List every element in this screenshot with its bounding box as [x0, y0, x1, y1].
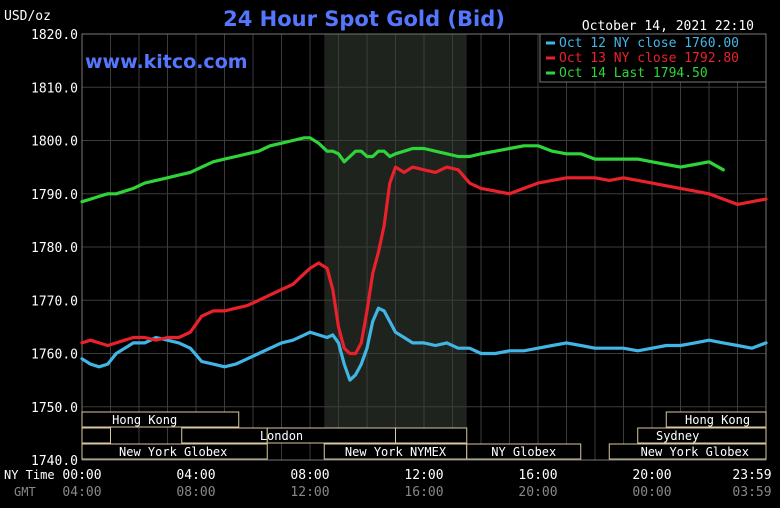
x-tick-label-gmt: 16:00 — [404, 485, 443, 500]
session-label: New York NYMEX — [345, 445, 447, 459]
y-tick-label: 1780.0 — [31, 241, 78, 256]
x-tick-label-ny: 23:59 — [732, 468, 771, 483]
session-box — [608, 443, 767, 460]
y-tick-label: 1820.0 — [31, 28, 78, 43]
legend-entry: Oct 13 NY close 1792.80 — [559, 51, 739, 66]
y-tick-label: 1750.0 — [31, 401, 78, 416]
y-tick-label: 1800.0 — [31, 135, 78, 150]
session-label: New York Globex — [119, 445, 227, 459]
series-line-3 — [80, 136, 725, 204]
session-box — [466, 443, 582, 460]
session-box — [181, 427, 268, 444]
session-label: New York Globex — [641, 445, 749, 459]
x-tick-label-ny: 20:00 — [632, 468, 671, 483]
x-tick-label-gmt: 12:00 — [290, 485, 329, 500]
x-tick-label-gmt: 08:00 — [176, 485, 215, 500]
session-box — [395, 427, 468, 444]
plot-border — [81, 33, 767, 461]
x-tick-label-ny: 04:00 — [176, 468, 215, 483]
session-label: Hong Kong — [112, 413, 177, 427]
ny-time-row-label: NY Time — [4, 468, 55, 482]
chart-title: 24 Hour Spot Gold (Bid) — [223, 7, 505, 31]
session-box — [81, 443, 268, 460]
x-tick-label-ny: 00:00 — [62, 468, 101, 483]
timestamp: October 14, 2021 22:10 — [582, 19, 754, 34]
series-line-2 — [80, 165, 768, 356]
legend-entry: Oct 12 NY close 1760.00 — [559, 36, 739, 51]
session-label: NY Globex — [491, 445, 556, 459]
x-tick-label-gmt: 03:59 — [732, 485, 771, 500]
session-box — [81, 427, 111, 444]
series-line-1 — [80, 306, 768, 382]
y-tick-label: 1810.0 — [31, 81, 78, 96]
x-tick-label-ny: 12:00 — [404, 468, 443, 483]
y-tick-label: 1770.0 — [31, 294, 78, 309]
x-tick-label-gmt: 04:00 — [62, 485, 101, 500]
session-label: Sydney — [656, 429, 699, 443]
session-box — [81, 411, 240, 428]
x-tick-label-ny: 08:00 — [290, 468, 329, 483]
session-label: Hong Kong — [685, 413, 750, 427]
y-tick-label: 1740.0 — [31, 454, 78, 469]
x-tick-label-gmt: 20:00 — [518, 485, 557, 500]
legend-box — [539, 33, 767, 83]
session-label: London — [260, 429, 303, 443]
session-box — [665, 411, 767, 428]
y-tick-label: 1760.0 — [31, 348, 78, 363]
session-box — [637, 427, 767, 444]
gmt-row-label: GMT — [14, 485, 36, 499]
y-tick-label: 1790.0 — [31, 188, 78, 203]
legend-entry: Oct 14 Last 1794.50 — [559, 66, 708, 81]
unit-label: USD/oz — [4, 9, 51, 24]
x-tick-label-ny: 16:00 — [518, 468, 557, 483]
watermark: www.kitco.com — [85, 51, 248, 73]
x-tick-label-gmt: 00:00 — [632, 485, 671, 500]
